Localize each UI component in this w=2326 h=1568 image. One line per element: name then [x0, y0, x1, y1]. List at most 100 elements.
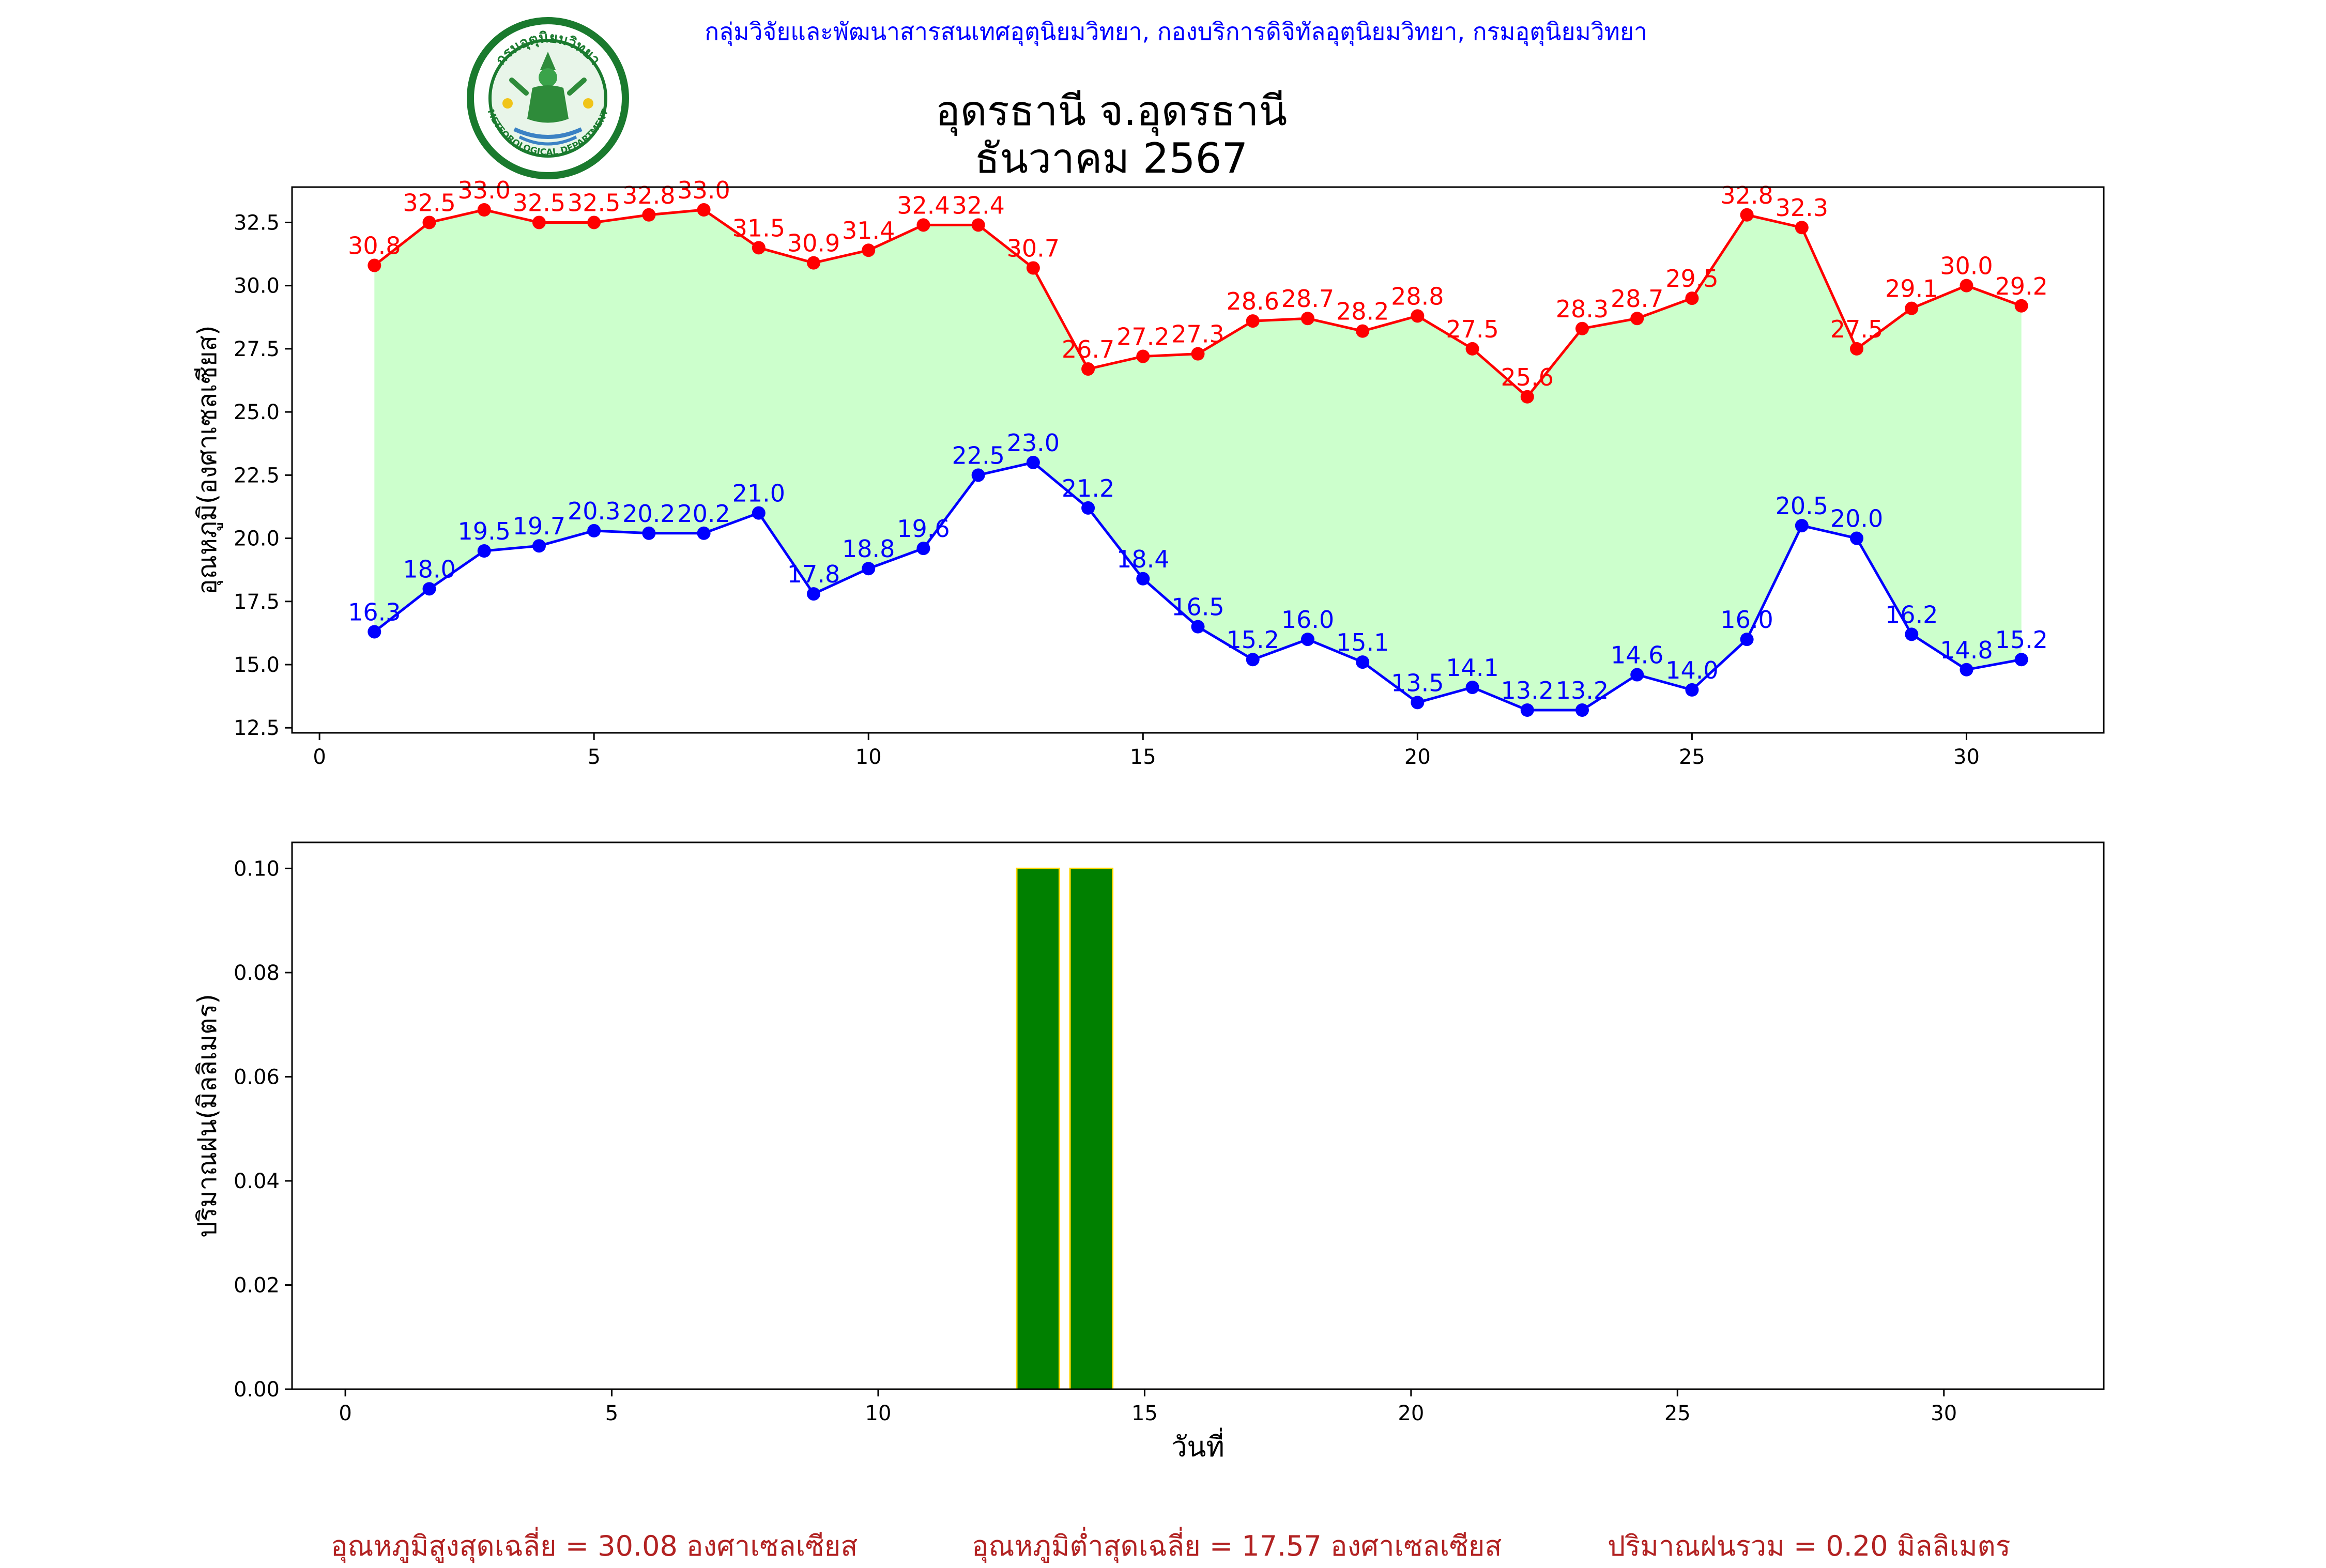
- min-temp-data-label: 14.1: [1446, 654, 1498, 682]
- rainfall-y-tick-label: 0.04: [234, 1170, 280, 1193]
- min-temp-point: [1191, 620, 1205, 634]
- min-temp-point: [1081, 501, 1095, 515]
- min-temp-data-label: 20.2: [677, 500, 730, 528]
- min-temp-data-label: 13.2: [1501, 677, 1554, 704]
- temperature-x-tick-label: 10: [855, 745, 882, 769]
- min-temp-point: [1356, 655, 1369, 669]
- min-temp-data-label: 21.0: [732, 480, 785, 508]
- min-temp-data-label: 21.2: [1062, 474, 1114, 502]
- max-temp-data-label: 28.8: [1391, 282, 1444, 310]
- max-temp-point: [1850, 342, 1863, 356]
- rainfall-y-tick-label: 0.08: [234, 961, 280, 985]
- min-temp-data-label: 13.5: [1391, 669, 1444, 697]
- min-temp-data-label: 16.2: [1885, 601, 1938, 628]
- max-temp-point: [587, 216, 601, 229]
- max-temp-data-label: 28.7: [1281, 285, 1334, 313]
- max-temp-data-label: 27.5: [1830, 315, 1883, 343]
- max-temp-data-label: 27.5: [1446, 315, 1498, 343]
- rainfall-y-tick-label: 0.06: [234, 1065, 280, 1089]
- temperature-y-tick-label: 17.5: [234, 590, 280, 614]
- min-temp-data-label: 19.7: [513, 512, 565, 540]
- rainfall-x-tick-label: 10: [865, 1402, 892, 1425]
- temperature-y-axis-label: อุณหภูมิ(องศาเซลเซียส): [192, 325, 223, 594]
- max-temp-point: [642, 208, 655, 222]
- max-temp-point: [368, 259, 381, 272]
- max-temp-data-label: 27.2: [1116, 323, 1169, 351]
- min-temp-data-label: 20.0: [1830, 505, 1883, 533]
- min-temp-point: [478, 544, 491, 558]
- min-temp-data-label: 18.0: [403, 555, 455, 583]
- max-temp-point: [1246, 314, 1260, 328]
- rainfall-x-tick-label: 15: [1131, 1402, 1158, 1425]
- min-temp-data-label: 19.5: [458, 517, 511, 545]
- max-temp-data-label: 28.3: [1556, 295, 1609, 323]
- max-temp-data-label: 30.9: [787, 229, 840, 257]
- rainfall-y-tick-label: 0.02: [234, 1273, 280, 1297]
- min-temp-point: [1685, 683, 1698, 697]
- min-temp-point: [862, 562, 875, 575]
- max-temp-point: [1521, 390, 1534, 404]
- max-temp-point: [1411, 309, 1424, 322]
- max-temp-point: [478, 203, 491, 217]
- min-temp-data-label: 22.5: [952, 441, 1004, 469]
- rainfall-x-tick-label: 20: [1398, 1402, 1424, 1425]
- max-temp-point: [1630, 312, 1644, 325]
- rainfall-bar: [1070, 868, 1112, 1389]
- min-temp-point: [1521, 703, 1534, 717]
- temperature-y-tick-label: 25.0: [234, 401, 280, 424]
- max-temp-data-label: 30.7: [1007, 234, 1060, 262]
- max-temp-data-label: 31.5: [732, 214, 785, 242]
- min-temp-point: [2015, 653, 2028, 666]
- max-temp-data-label: 33.0: [458, 176, 511, 204]
- summary-rain-total: ปริมาณฝนรวม = 0.20 มิลลิเมตร: [1608, 1524, 2011, 1568]
- max-temp-data-label: 29.1: [1885, 275, 1938, 303]
- max-temp-data-label: 32.5: [403, 189, 455, 217]
- max-temp-point: [1301, 312, 1314, 325]
- max-temp-data-label: 30.8: [348, 232, 401, 260]
- max-temp-point: [2015, 299, 2028, 313]
- temperature-y-tick-label: 27.5: [234, 337, 280, 361]
- min-temp-point: [423, 582, 436, 595]
- rainfall-x-tick-label: 30: [1931, 1402, 1957, 1425]
- max-temp-data-label: 32.4: [952, 191, 1004, 219]
- min-temp-point: [1246, 653, 1260, 666]
- max-temp-point: [1795, 221, 1809, 234]
- min-temp-point: [752, 506, 766, 520]
- max-temp-point: [423, 216, 436, 229]
- temperature-x-tick-label: 15: [1130, 745, 1156, 769]
- rainfall-x-tick-label: 5: [605, 1402, 618, 1425]
- max-temp-data-label: 28.6: [1227, 287, 1279, 315]
- min-temp-data-label: 19.6: [897, 515, 950, 543]
- min-temp-data-label: 23.0: [1007, 429, 1060, 457]
- max-temp-point: [752, 241, 766, 254]
- max-temp-data-label: 28.7: [1611, 285, 1663, 313]
- rainfall-y-axis-label: ปริมาณฝน(มิลลิเมตร): [192, 994, 222, 1238]
- min-temp-data-label: 14.6: [1611, 641, 1663, 669]
- max-temp-point: [1575, 322, 1589, 335]
- min-temp-data-label: 15.2: [1227, 626, 1279, 654]
- min-temp-data-label: 20.2: [622, 500, 675, 528]
- rainfall-plot-frame: [292, 842, 2104, 1389]
- min-temp-point: [916, 542, 930, 555]
- min-temp-point: [1960, 663, 1973, 677]
- max-temp-point: [1905, 302, 1918, 315]
- max-temp-point: [1960, 279, 1973, 293]
- min-temp-point: [807, 587, 820, 601]
- temperature-x-tick-label: 0: [313, 745, 326, 769]
- min-temp-point: [1905, 627, 1918, 641]
- temperature-x-tick-label: 20: [1404, 745, 1431, 769]
- max-temp-data-label: 32.8: [622, 181, 675, 209]
- max-temp-data-label: 32.8: [1720, 181, 1773, 209]
- min-temp-point: [642, 527, 655, 540]
- rainfall-y-tick-label: 0.10: [234, 857, 280, 881]
- temperature-x-tick-label: 5: [587, 745, 600, 769]
- max-temp-point: [916, 218, 930, 232]
- max-temp-point: [1685, 291, 1698, 305]
- max-temp-data-label: 32.3: [1776, 194, 1828, 222]
- temperature-x-tick-label: 25: [1679, 745, 1705, 769]
- max-temp-point: [1740, 208, 1754, 222]
- min-temp-data-label: 15.2: [1995, 626, 2047, 654]
